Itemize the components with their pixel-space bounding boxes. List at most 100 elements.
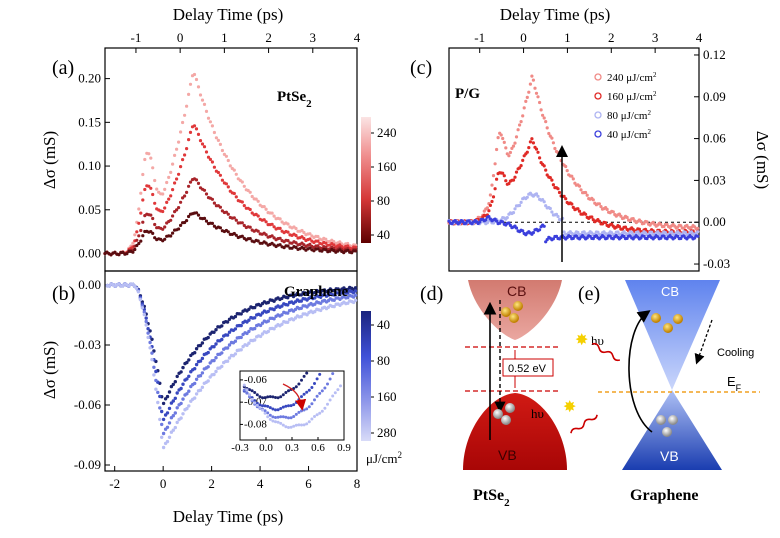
- panel-a-point: [220, 148, 224, 153]
- panel-c-point: [545, 238, 549, 242]
- panel-c-point: [542, 200, 546, 204]
- panel-b-point: [206, 365, 210, 369]
- panel-a-point: [196, 85, 201, 89]
- panel-c-point: [625, 215, 629, 219]
- inset-point: [242, 388, 246, 392]
- panel-b-point: [253, 305, 257, 310]
- panel-c-point: [576, 207, 580, 211]
- panel-c-ytick-label: 0.03: [703, 172, 726, 187]
- panel-e: (e) CB VB EF Cooling ✸ hυ Graphene: [575, 280, 760, 504]
- panel-a-point: [179, 200, 183, 204]
- panel-a-point: [185, 219, 189, 223]
- panel-b-point: [332, 304, 336, 309]
- panel-b-ytick-label: -0.09: [74, 457, 101, 472]
- panel-b-point: [220, 351, 224, 355]
- panel-b-point: [239, 348, 243, 352]
- panel-b-point: [169, 384, 174, 389]
- panel-b-point: [286, 320, 290, 324]
- bottom-axis-title: Delay Time (ps): [173, 507, 284, 526]
- panel-c-point: [507, 154, 511, 158]
- panel-a-xtick-label: -1: [131, 30, 142, 45]
- panel-b-point: [194, 377, 199, 381]
- panel-b-point: [171, 399, 175, 403]
- panel-c-xtick-label: -1: [474, 30, 485, 45]
- panel-b-point: [200, 385, 205, 389]
- inset-point: [266, 395, 270, 399]
- panel-b-ylabel: Δσ (mS): [40, 341, 59, 399]
- panel-a-point: [240, 234, 244, 238]
- panel-b-point: [214, 328, 218, 332]
- panel-c-point: [528, 82, 533, 86]
- panel-b: -2 0 2 4 6 8 0.00 -0.03 -0.06 -0.09 (b) Graphene…: [40, 270, 402, 491]
- panel-a-point: [153, 222, 157, 227]
- panel-a-point: [202, 216, 207, 220]
- panel-a-point: [196, 132, 201, 136]
- panel-c-point: [619, 214, 623, 218]
- panel-b-point: [332, 298, 336, 302]
- gr-material-label: Graphene: [630, 487, 698, 504]
- panel-b-point: [187, 389, 191, 393]
- panel-a-y-ticks: 0.00 0.05 0.10 0.15 0.20: [78, 71, 110, 261]
- panel-c-point: [597, 202, 602, 206]
- panel-b-point: [258, 323, 263, 328]
- panel-a-point: [133, 247, 137, 252]
- panel-c-point: [550, 136, 554, 140]
- panel-b-points: [105, 282, 358, 450]
- panel-a-point: [169, 218, 173, 222]
- panel-a-point: [286, 230, 290, 234]
- panel-c-point: [518, 123, 522, 127]
- panel-b-point: [148, 346, 152, 350]
- panel-a-point: [153, 201, 157, 205]
- inset-point: [320, 409, 324, 413]
- panel-c-point: [502, 174, 506, 178]
- inset-point: [281, 423, 285, 427]
- inset-xtick-label: 0.0: [259, 442, 273, 454]
- panel-b-point: [158, 406, 162, 410]
- panel-a-point: [147, 184, 151, 188]
- inset-point: [331, 372, 335, 376]
- inset-point: [336, 388, 340, 392]
- panel-a-point: [167, 197, 171, 201]
- panel-a-point: [206, 155, 211, 159]
- inset-point: [253, 399, 257, 403]
- panel-a-point: [228, 164, 232, 168]
- panel-c-point: [487, 209, 491, 213]
- panel-b-point: [167, 390, 172, 394]
- panel-c-point: [487, 215, 491, 219]
- inset-point: [294, 385, 298, 389]
- panel-c-point: [534, 91, 539, 95]
- panel-b-point: [154, 387, 158, 391]
- panel-c-point: [599, 205, 603, 209]
- panel-b-inset: -0.30.00.30.60.9-0.06-0.07-0.08: [231, 370, 351, 454]
- panel-c-point: [547, 131, 551, 136]
- inset-point: [302, 408, 306, 412]
- panel-b-point: [247, 307, 251, 311]
- colorbar-unit-main: μJ/cm: [366, 451, 398, 466]
- panel-c-point: [663, 231, 668, 235]
- panel-b-point: [346, 295, 350, 300]
- panel-a-point: [179, 130, 183, 134]
- panel-b-point: [266, 300, 270, 305]
- panel-b-point: [299, 299, 303, 303]
- panel-a-point: [248, 225, 252, 229]
- panel-a-xtick-label: 0: [177, 30, 184, 45]
- panel-a-point: [181, 120, 185, 125]
- panel-a-ytick-label: 0.10: [78, 158, 101, 173]
- panel-b-point: [225, 333, 230, 337]
- inset-point: [328, 377, 332, 381]
- top-axis-title-right: Delay Time (ps): [500, 5, 611, 24]
- panel-a-point: [196, 181, 201, 185]
- panel-a-point: [143, 187, 147, 192]
- panel-a-point: [278, 217, 282, 221]
- panel-a-point: [248, 237, 252, 241]
- inset-arrow: [282, 383, 307, 411]
- pt-material-label: PtSe2: [473, 487, 510, 509]
- gr-vb-cone: [622, 390, 722, 470]
- panel-a-point: [163, 237, 167, 241]
- panel-b-point: [247, 318, 251, 322]
- panel-b-point: [299, 293, 303, 297]
- panel-a-point: [153, 178, 157, 183]
- gr-vb-label: VB: [660, 448, 679, 464]
- panel-a-point: [226, 158, 230, 163]
- panel-a-point: [151, 192, 155, 197]
